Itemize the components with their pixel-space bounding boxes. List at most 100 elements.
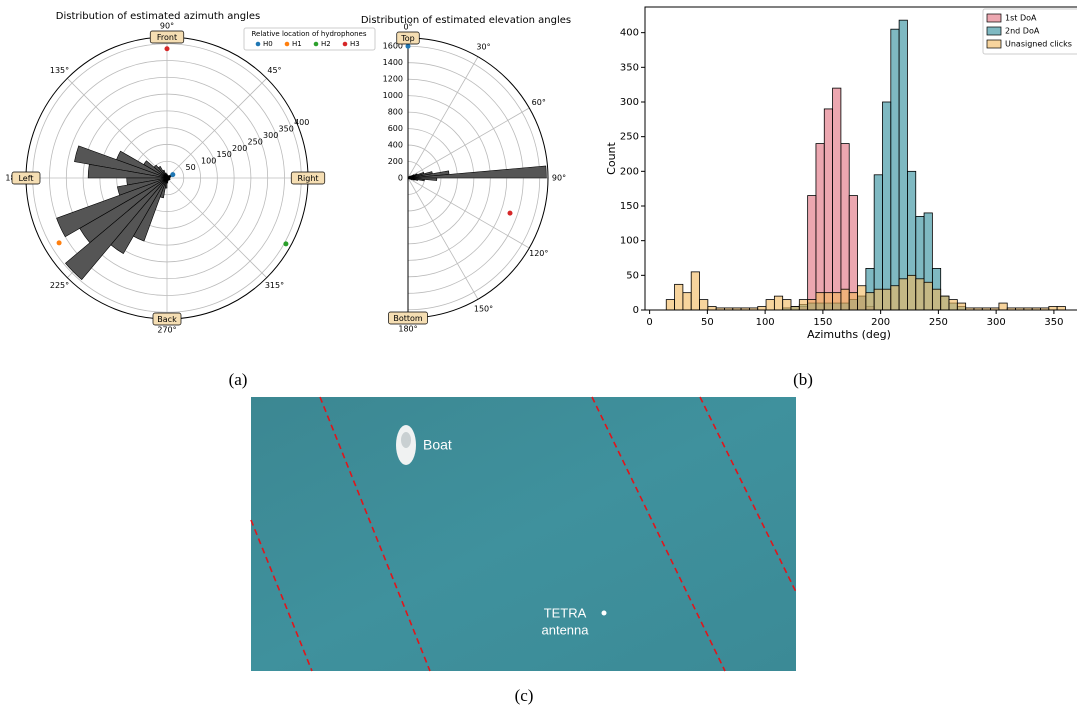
bar bbox=[64, 177, 168, 281]
theta-tick-label: 45° bbox=[267, 66, 281, 75]
x-tick-label: 250 bbox=[929, 317, 948, 328]
legend-label: H0 bbox=[263, 40, 273, 48]
direction-box bbox=[149, 30, 185, 44]
theta-tick-label: 150° bbox=[474, 304, 493, 313]
x-tick-label: 200 bbox=[871, 317, 890, 328]
r-tick-label: 1400 bbox=[383, 58, 403, 67]
hist-bar bbox=[674, 283, 684, 311]
hist-bar bbox=[890, 28, 900, 311]
bar bbox=[407, 165, 547, 179]
theta-tick-label: 90° bbox=[160, 22, 174, 31]
y-tick-label: 150 bbox=[620, 201, 639, 212]
direction-label: Bottom bbox=[393, 314, 423, 323]
hist-bar bbox=[798, 299, 809, 311]
caption: (c) bbox=[515, 686, 534, 705]
caption: (a) bbox=[229, 370, 248, 389]
theta-tick-label: 120° bbox=[529, 249, 548, 258]
hydrophone-point bbox=[170, 172, 176, 178]
r-tick-label: 800 bbox=[388, 108, 403, 117]
theta-tick-label: 30° bbox=[476, 43, 490, 52]
hist-bar bbox=[707, 306, 717, 311]
legend-title: Relative location of hydrophones bbox=[251, 30, 366, 38]
hist-bar bbox=[898, 19, 908, 311]
legend-label: H1 bbox=[292, 40, 302, 48]
hist-bar bbox=[790, 306, 800, 311]
legend-swatch bbox=[986, 39, 1002, 49]
hist-bar bbox=[682, 292, 692, 311]
hydrophone-point bbox=[56, 240, 62, 246]
x-tick-label: 350 bbox=[1044, 317, 1063, 328]
direction-box bbox=[396, 31, 420, 45]
direction-label: Back bbox=[157, 315, 177, 324]
hist-bar bbox=[998, 302, 1008, 311]
antenna-label: antenna bbox=[542, 622, 590, 637]
axes-frame bbox=[644, 6, 1077, 311]
x-tick-label: 150 bbox=[813, 317, 832, 328]
hist-bar bbox=[782, 299, 792, 311]
theta-tick-label: 0° bbox=[403, 23, 412, 32]
hist-bar bbox=[882, 288, 892, 311]
hist-bar bbox=[923, 281, 933, 311]
hist-bar bbox=[840, 288, 850, 311]
bar bbox=[133, 177, 168, 242]
hist-bar bbox=[823, 108, 833, 311]
sea bbox=[251, 397, 796, 671]
theta-tick-label: 180° bbox=[398, 325, 417, 334]
y-tick-label: 250 bbox=[620, 132, 639, 143]
hist-bar bbox=[915, 278, 925, 311]
hist-bar bbox=[907, 274, 917, 311]
hist-bar bbox=[940, 295, 950, 311]
bar bbox=[164, 177, 168, 189]
r-tick-label: 250 bbox=[248, 137, 263, 146]
theta-tick-label: 90° bbox=[552, 174, 566, 183]
hist-bar bbox=[832, 87, 842, 311]
legend-label: H2 bbox=[321, 40, 331, 48]
direction-label: Right bbox=[297, 174, 318, 183]
grid-spoke bbox=[407, 107, 530, 179]
hist-bar bbox=[807, 195, 817, 311]
y-tick-label: 200 bbox=[620, 166, 639, 177]
chart-title: Distribution of estimated azimuth angles bbox=[56, 11, 261, 22]
hist-bar bbox=[840, 143, 850, 311]
boat-cabin bbox=[401, 432, 411, 448]
legend-swatch bbox=[986, 26, 1002, 36]
antenna-dot bbox=[601, 610, 607, 616]
r-tick-label: 1600 bbox=[383, 42, 403, 51]
hist-bar bbox=[765, 299, 775, 311]
hist-bar bbox=[931, 288, 942, 311]
r-tick-label: 150 bbox=[217, 150, 232, 159]
x-tick-label: 0 bbox=[646, 317, 652, 328]
legend-box bbox=[982, 8, 1077, 55]
legend-swatch bbox=[986, 13, 1002, 23]
hist-bar bbox=[890, 285, 900, 311]
r-tick-label: 50 bbox=[186, 163, 196, 172]
hydrophone-point bbox=[283, 241, 289, 247]
bar bbox=[74, 145, 168, 179]
boat-label: Boat bbox=[423, 437, 452, 453]
legend-marker bbox=[255, 41, 261, 47]
bar bbox=[56, 177, 168, 238]
legend-box bbox=[243, 27, 376, 51]
caption: (b) bbox=[793, 370, 813, 389]
hist-bar bbox=[757, 306, 767, 311]
grid-spoke bbox=[407, 56, 479, 179]
track-lines bbox=[250, 396, 797, 672]
legend-marker bbox=[284, 41, 290, 47]
r-tick-label: 600 bbox=[388, 124, 403, 133]
direction-label: Front bbox=[157, 33, 177, 42]
direction-label: Top bbox=[400, 34, 415, 43]
r-tick-label: 1200 bbox=[383, 75, 403, 84]
grid-spoke bbox=[67, 78, 168, 179]
x-tick-label: 100 bbox=[756, 317, 775, 328]
r-tick-label: 400 bbox=[388, 141, 403, 150]
hist-bar bbox=[815, 143, 825, 311]
x-tick-label: 300 bbox=[987, 317, 1006, 328]
hist-bar bbox=[823, 292, 833, 311]
r-tick-label: 300 bbox=[263, 131, 278, 140]
hist-bar bbox=[815, 292, 825, 311]
hist-bar bbox=[956, 302, 967, 311]
hist-bar bbox=[832, 292, 842, 311]
y-tick-label: 0 bbox=[633, 305, 639, 316]
r-tick-label: 100 bbox=[201, 157, 216, 166]
